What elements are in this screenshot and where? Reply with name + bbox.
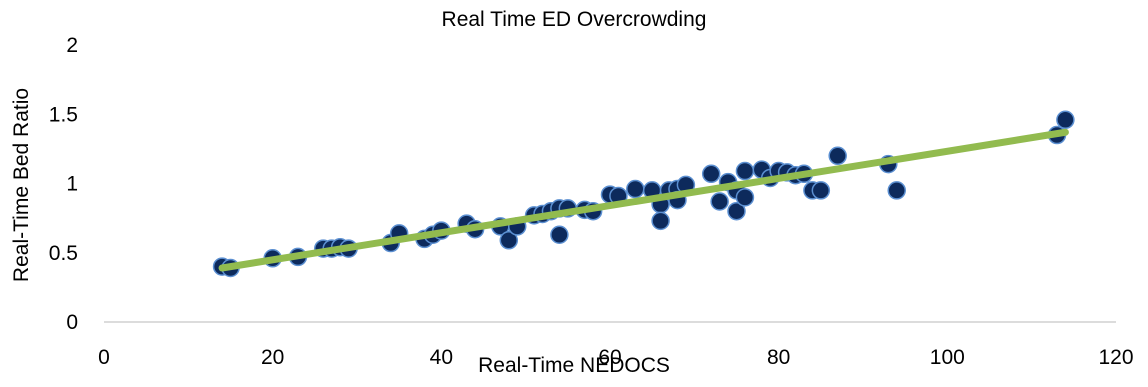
x-tick-label: 80 [767,346,790,369]
y-axis-label: Real-Time Bed Ratio [10,87,33,283]
data-point [626,179,645,199]
x-tick-label: 0 [98,346,110,369]
data-point [828,146,847,166]
chart-title: Real Time ED Overcrowding [441,8,707,31]
data-point [710,192,729,211]
data-point [499,231,519,250]
data-point [735,188,755,207]
data-point [811,181,831,200]
y-tick-label: 1 [66,173,78,196]
y-tick-label: 0 [66,311,78,334]
y-tick-label: 2 [66,34,78,57]
y-tick-label: 1.5 [49,103,78,126]
trendline [218,128,1069,272]
data-point [887,181,906,200]
data-point [735,161,755,181]
data-point [1056,110,1075,130]
y-tick-label: 0.5 [49,242,78,265]
x-axis-label: Real-Time NEDOCS [478,354,670,377]
data-point [651,211,670,231]
x-tick-label: 100 [930,346,965,369]
x-tick-label: 20 [261,346,284,369]
data-point [550,225,569,244]
x-tick-label: 120 [1098,346,1133,369]
x-tick-label: 40 [430,346,453,369]
data-point [727,201,746,221]
x-tick-label: 60 [598,346,621,369]
data-point [701,164,721,184]
